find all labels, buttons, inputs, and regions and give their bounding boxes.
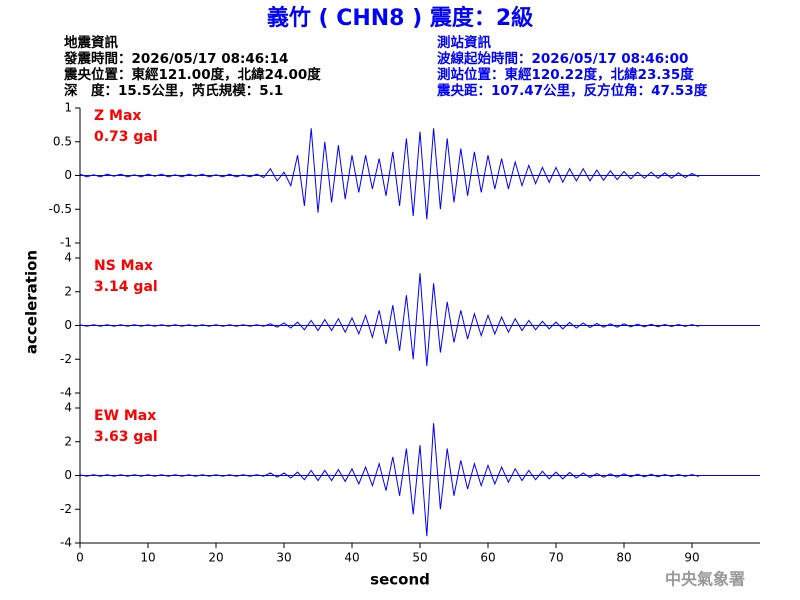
info-right: 波線起始時間：2026/05/17 08:46:00: [437, 50, 688, 67]
y-tick-label: -1: [60, 236, 72, 250]
y-tick-label: 0: [64, 168, 72, 182]
waveform: [79, 128, 700, 220]
y-tick-label: 1: [64, 101, 72, 115]
credit: 中央氣象署: [665, 570, 745, 589]
info-right: 震央距：107.47公里，反方位角：47.53度: [436, 82, 708, 99]
y-tick-label: -4: [60, 386, 72, 400]
y-tick-label: 0: [64, 468, 72, 482]
y-tick-label: -0.5: [49, 202, 72, 216]
panel-max: 3.63 gal: [94, 429, 158, 445]
y-tick-label: 4: [64, 401, 72, 415]
info-left: 地震資訊: [64, 34, 118, 51]
y-tick-label: 2: [64, 284, 72, 298]
x-tick-label: 0: [76, 551, 84, 565]
info-left: 發震時間：2026/05/17 08:46:14: [63, 50, 288, 67]
waveform: [79, 423, 699, 537]
x-tick-label: 80: [616, 551, 631, 565]
x-tick-label: 90: [684, 551, 699, 565]
info-left: 震央位置：東經121.00度，北緯24.00度: [63, 66, 321, 83]
y-tick-label: -2: [60, 352, 72, 366]
info-right: 測站位置：東經120.22度，北緯23.35度: [437, 66, 694, 83]
y-tick-label: -4: [60, 536, 72, 550]
waveform: [79, 273, 699, 367]
y-tick-label: 0.5: [53, 134, 72, 148]
panel-max: 0.73 gal: [94, 129, 158, 145]
x-tick-label: 40: [344, 551, 359, 565]
panel-name: EW Max: [94, 408, 156, 424]
y-tick-label: 4: [64, 251, 72, 265]
x-tick-label: 50: [412, 551, 427, 565]
x-tick-label: 60: [480, 551, 495, 565]
x-tick-label: 10: [140, 551, 155, 565]
y-tick-label: -2: [60, 502, 72, 516]
y-tick-label: 0: [64, 318, 72, 332]
y-tick-label: 2: [64, 434, 72, 448]
panel-max: 3.14 gal: [94, 279, 158, 295]
x-tick-label: 20: [208, 551, 223, 565]
panel-name: Z Max: [94, 108, 141, 124]
y-axis-label: acceleration: [23, 250, 41, 354]
panel-name: NS Max: [94, 258, 153, 274]
x-tick-label: 70: [548, 551, 563, 565]
chart-title: 義竹 ( CHN8 ) 震度：2級: [267, 5, 533, 31]
x-tick-label: 30: [276, 551, 291, 565]
info-left: 深 度：15.5公里，芮氏規模：5.1: [64, 82, 283, 99]
x-axis-label: second: [370, 571, 430, 589]
info-right: 測站資訊: [437, 34, 491, 51]
